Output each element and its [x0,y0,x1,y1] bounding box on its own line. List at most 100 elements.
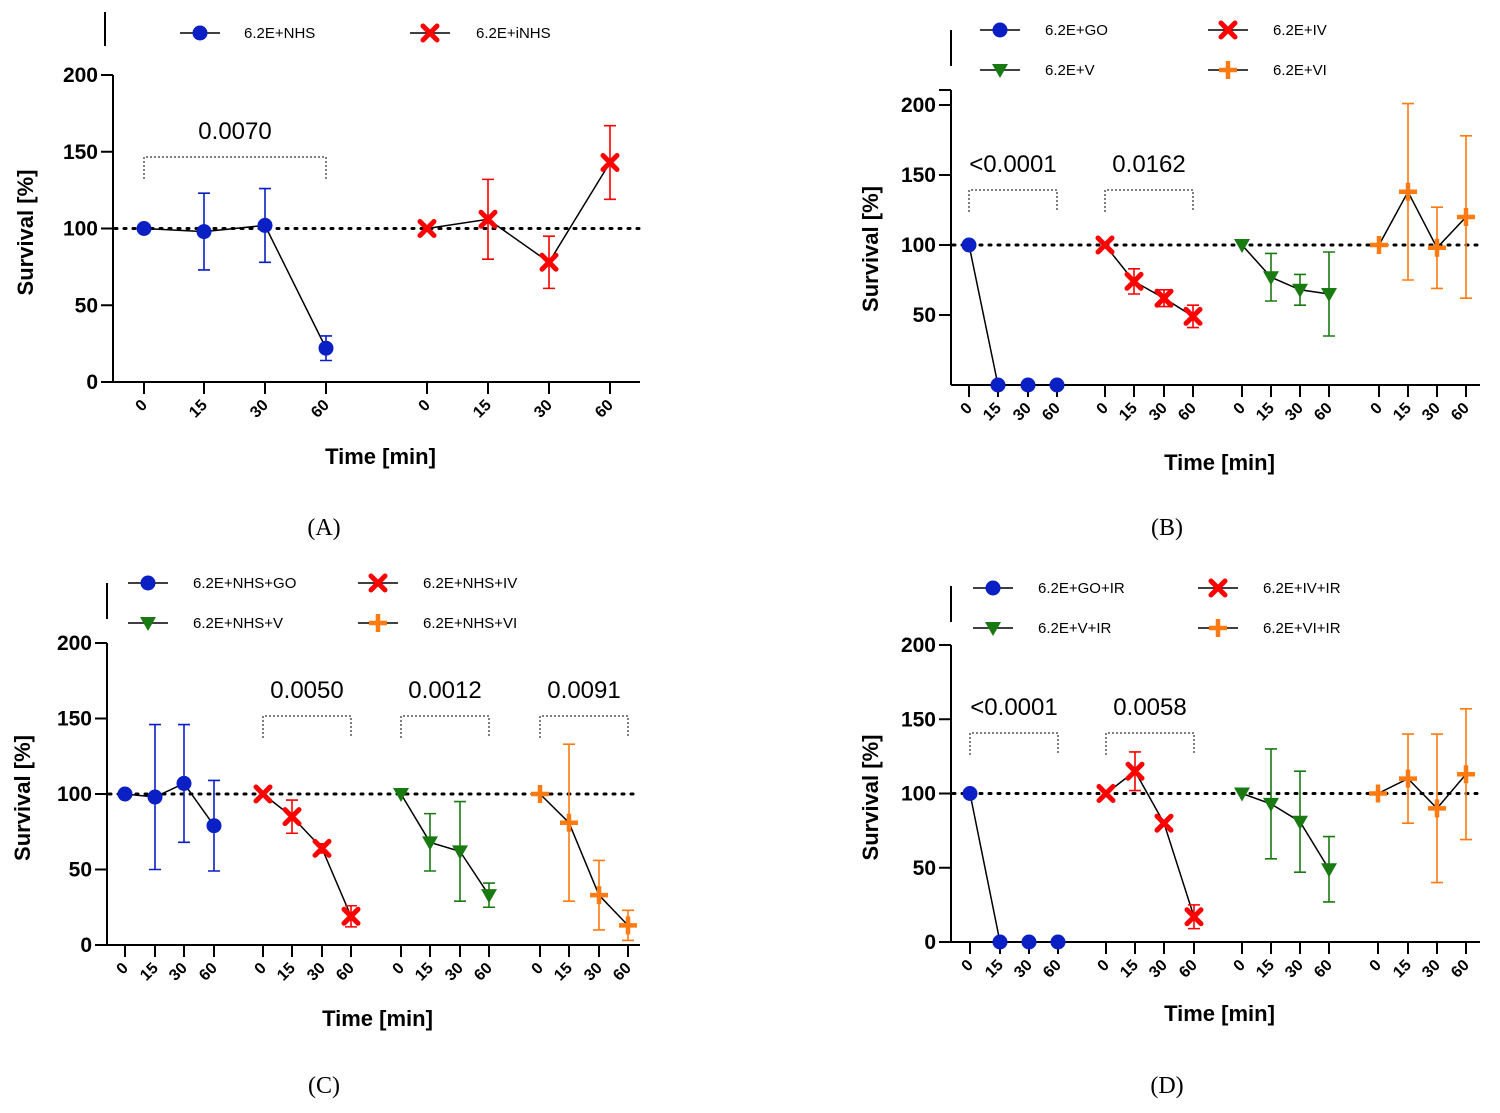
series-6.2E+NHS+VI [531,743,637,942]
legend-label: 6.2E+NHS [244,25,315,42]
x-tick-label: 30 [1419,957,1444,982]
x-tick-label: 30 [247,397,272,422]
data-point-x [312,838,332,858]
y-tick-label: 200 [57,632,92,655]
chart-panel-c: 6.2E+NHS+GO 6.2E+NHS+IV 6.2E+NHS+V 6.2E+NHS… [10,573,642,1099]
data-point-circle [990,377,1006,393]
p-value-label: 0.0091 [547,677,620,704]
data-point-x [1184,907,1204,927]
series-line [1104,244,1194,318]
x-tick-label: 0 [1368,400,1386,418]
x-tick-label: 0 [1095,957,1113,975]
data-point-x [253,784,273,804]
data-point-triangle [1234,239,1250,253]
legend-marker-circle [192,25,208,41]
legend-marker-plus [369,614,387,632]
data-point-triangle [1321,288,1337,302]
data-point-x [1154,813,1174,833]
data-point-circle [992,934,1008,950]
data-point-x [600,152,620,172]
x-tick-label: 30 [304,960,329,985]
significance-bracket [262,715,352,738]
legend-item: 6.2E+GO [980,22,1108,39]
p-value-label: <0.0001 [969,151,1056,178]
x-tick-label: 30 [1010,400,1035,425]
legend-marker-circle [985,580,1001,596]
legend-marker-x [368,573,388,593]
x-tick-label: 0 [1367,957,1385,975]
series-6.2E+iNHS [417,124,620,290]
legend-item: 6.2E+NHS+IV [358,573,517,593]
legend-item: 6.2E+GO+IR [973,580,1125,597]
y-tick-label: 0 [924,931,936,954]
legend-label: 6.2E+V [1045,62,1095,79]
data-point-circle [257,217,273,233]
legend-marker-triangle [140,617,156,631]
data-point-triangle [452,845,468,860]
x-axis-title: Time [min] [322,1006,433,1031]
legend-marker-x [1218,20,1238,40]
data-point-x [1154,288,1174,308]
x-tick-label: 0 [390,960,408,978]
x-tick-label: 15 [1253,400,1278,425]
data-point-x [341,906,361,926]
y-axis-title: Survival [%] [858,186,883,312]
legend-item: 6.2E+VI [1208,61,1327,79]
data-point-circle [1021,934,1037,950]
y-axis-title: Survival [%] [858,735,883,861]
legend-marker-x [1208,578,1228,598]
data-point-plus [1370,236,1388,254]
legend-label: 6.2E+V+IR [1038,620,1112,637]
data-point-triangle [393,788,409,802]
data-point-circle [962,786,978,801]
y-tick-label: 100 [57,783,92,806]
data-point-circle [176,775,192,791]
data-point-triangle [1263,271,1279,286]
data-point-x [1095,235,1115,255]
data-point-plus [1457,208,1475,226]
series-6.2E+NHS+GO [117,723,222,872]
data-point-plus [1399,182,1417,201]
significance-bracket [400,715,490,738]
series-line [1241,792,1330,870]
x-axis-title: Time [min] [1164,1001,1275,1026]
series-line [1377,773,1467,810]
legend-marker-plus [1219,61,1237,79]
y-tick-label: 100 [901,234,936,257]
series-6.2E+NHS+V [393,788,497,909]
data-point-x [539,252,559,272]
series-line [124,782,215,827]
legend-label: 6.2E+IV [1273,22,1327,39]
p-value-label: 0.0058 [1113,694,1186,721]
legend-label: 6.2E+iNHS [476,25,551,42]
data-point-plus [619,916,637,935]
data-point-triangle [1321,863,1337,878]
x-tick-label: 15 [1116,400,1141,425]
p-value-label: 0.0070 [198,118,271,145]
x-tick-label: 30 [1419,400,1444,425]
significance-bracket [143,156,327,179]
legend-label: 6.2E+VI+IR [1263,620,1341,637]
p-value-label: 0.0050 [270,677,343,704]
y-tick-label: 200 [901,634,936,657]
legend-label: 6.2E+NHS+VI [423,615,517,632]
data-point-triangle [1263,797,1279,812]
chart-panel-a: 6.2E+NHS 6.2E+iNHS 0 50 100 150 200 0 15 30 60 0 15 3… [13,12,642,541]
data-point-circle [117,786,133,802]
x-tick-label: 60 [592,397,617,422]
significance-bracket [539,715,629,738]
data-point-triangle [1292,283,1308,298]
y-tick-label: 150 [901,708,936,731]
x-tick-label: 15 [470,397,495,422]
y-tick-label: 50 [913,857,936,880]
legend-label: 6.2E+NHS+IV [423,575,517,592]
legend-marker-plus [1209,619,1227,637]
x-axis-title: Time [min] [1164,450,1275,475]
legend-item: 6.2E+VI+IR [1198,619,1341,637]
data-point-triangle [481,889,497,904]
data-point-x [1096,784,1116,803]
x-tick-label: 0 [959,957,977,975]
y-tick-label: 150 [901,164,936,187]
y-tick-label: 50 [69,859,92,882]
